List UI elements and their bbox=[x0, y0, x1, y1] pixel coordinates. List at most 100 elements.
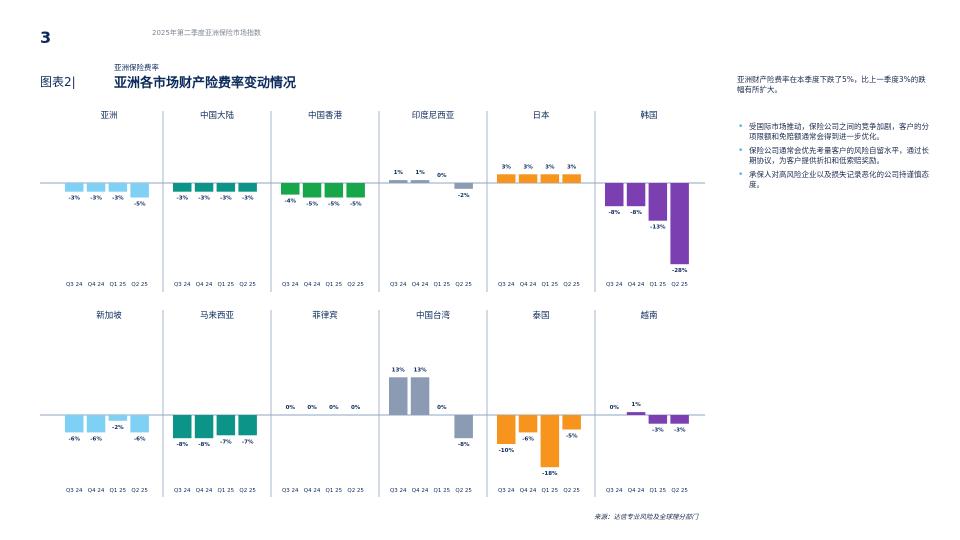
data-label: -4% bbox=[284, 199, 296, 205]
bar bbox=[130, 415, 149, 433]
bar bbox=[216, 183, 236, 192]
data-label: -6% bbox=[522, 436, 534, 442]
bar bbox=[648, 183, 668, 221]
section-label: 亚洲保险费率 bbox=[114, 63, 159, 72]
bar bbox=[410, 377, 430, 415]
data-label: 13% bbox=[413, 367, 427, 373]
x-tick-label: Q1 25 bbox=[542, 488, 559, 494]
data-label: 3% bbox=[523, 164, 533, 170]
x-tick-label: Q2 25 bbox=[347, 282, 364, 288]
x-tick-label: Q3 24 bbox=[498, 282, 515, 288]
bar bbox=[86, 415, 106, 433]
bullet-list: 受国际市场推动，保险公司之间的竞争加剧，客户的分项限额和免赔额通常会得到进一步优… bbox=[737, 122, 929, 194]
data-label: -8% bbox=[176, 442, 188, 448]
bar bbox=[497, 174, 516, 183]
data-label: -3% bbox=[198, 196, 210, 202]
data-label: -6% bbox=[90, 436, 102, 442]
data-label: -13% bbox=[650, 225, 666, 231]
data-label: -3% bbox=[176, 196, 188, 202]
data-label: -5% bbox=[306, 202, 318, 208]
data-label: -3% bbox=[674, 428, 686, 434]
x-tick-label: Q2 25 bbox=[671, 488, 688, 494]
bullet-item: 承保人对高风险企业以及损失记录恶化的公司持谨慎态度。 bbox=[737, 170, 929, 190]
bar bbox=[605, 183, 624, 207]
panel-title: 亚洲 bbox=[100, 111, 117, 121]
summary-text: 亚洲财产险费率在本季度下跌了5%，比上一季度3%的跌幅有所扩大。 bbox=[737, 75, 926, 94]
data-label: -3% bbox=[90, 196, 102, 202]
bar bbox=[540, 415, 560, 468]
bar bbox=[410, 180, 430, 183]
bar bbox=[65, 183, 84, 192]
x-tick-label: Q3 24 bbox=[498, 488, 515, 494]
x-tick-label: Q1 25 bbox=[434, 488, 451, 494]
data-label: -6% bbox=[68, 436, 80, 442]
data-label: -2% bbox=[112, 425, 124, 431]
data-label: 1% bbox=[631, 402, 641, 408]
data-label: 1% bbox=[394, 170, 404, 176]
page-number: 3 bbox=[40, 28, 52, 47]
report-title: 2025年第二季度亚洲保险市场指数 bbox=[152, 29, 261, 37]
data-label: -3% bbox=[220, 196, 232, 202]
bar bbox=[238, 183, 257, 192]
data-label: 0% bbox=[351, 405, 361, 411]
data-label: 0% bbox=[307, 405, 317, 411]
x-tick-label: Q4 24 bbox=[520, 488, 537, 494]
x-tick-label: Q4 24 bbox=[196, 488, 213, 494]
data-label: -7% bbox=[220, 439, 232, 445]
data-label: -2% bbox=[458, 193, 470, 199]
x-tick-label: Q4 24 bbox=[304, 488, 321, 494]
bar bbox=[540, 174, 560, 183]
bar bbox=[454, 183, 473, 189]
data-label: 0% bbox=[329, 405, 339, 411]
bar bbox=[626, 183, 646, 207]
panel-title: 中国台湾 bbox=[416, 310, 451, 321]
data-label: -5% bbox=[134, 202, 146, 208]
data-label: -5% bbox=[328, 202, 340, 208]
x-tick-label: Q4 24 bbox=[412, 488, 429, 494]
x-tick-label: Q4 24 bbox=[304, 282, 321, 288]
bar bbox=[497, 415, 516, 444]
x-tick-label: Q1 25 bbox=[650, 488, 667, 494]
data-label: -8% bbox=[458, 442, 470, 448]
x-tick-label: Q4 24 bbox=[520, 282, 537, 288]
x-tick-label: Q1 25 bbox=[326, 488, 343, 494]
x-tick-label: Q4 24 bbox=[196, 282, 213, 288]
bar bbox=[194, 415, 214, 439]
bar bbox=[518, 415, 538, 433]
bar bbox=[173, 415, 192, 439]
bar bbox=[108, 183, 128, 192]
x-tick-label: Q2 25 bbox=[131, 488, 148, 494]
bar bbox=[281, 183, 300, 195]
data-label: 13% bbox=[392, 367, 406, 373]
panel-title: 韩国 bbox=[640, 110, 657, 121]
x-tick-label: Q2 25 bbox=[455, 488, 472, 494]
panel-title: 泰国 bbox=[532, 310, 549, 321]
x-tick-label: Q3 24 bbox=[174, 282, 191, 288]
bar bbox=[130, 183, 149, 198]
x-tick-label: Q3 24 bbox=[66, 488, 83, 494]
x-tick-label: Q4 24 bbox=[88, 488, 105, 494]
x-tick-label: Q1 25 bbox=[326, 282, 343, 288]
bar bbox=[216, 415, 236, 436]
x-tick-label: Q1 25 bbox=[110, 488, 127, 494]
x-tick-label: Q3 24 bbox=[390, 282, 407, 288]
bar bbox=[389, 377, 408, 415]
data-label: 0% bbox=[437, 173, 447, 179]
x-tick-label: Q3 24 bbox=[66, 282, 83, 288]
x-tick-label: Q3 24 bbox=[282, 282, 299, 288]
bar bbox=[346, 183, 365, 198]
x-tick-label: Q3 24 bbox=[174, 488, 191, 494]
panel-title: 中国大陆 bbox=[200, 110, 235, 121]
data-label: -3% bbox=[68, 196, 80, 202]
x-tick-label: Q2 25 bbox=[239, 488, 256, 494]
x-tick-label: Q2 25 bbox=[563, 488, 580, 494]
panel-title: 马来西亚 bbox=[200, 311, 235, 321]
data-label: 0% bbox=[437, 405, 447, 411]
bar bbox=[238, 415, 257, 436]
data-label: -6% bbox=[134, 436, 146, 442]
x-tick-label: Q4 24 bbox=[628, 488, 645, 494]
data-label: -8% bbox=[608, 210, 620, 216]
x-tick-label: Q2 25 bbox=[347, 488, 364, 494]
data-label: 3% bbox=[567, 164, 577, 170]
data-label: -7% bbox=[242, 439, 254, 445]
